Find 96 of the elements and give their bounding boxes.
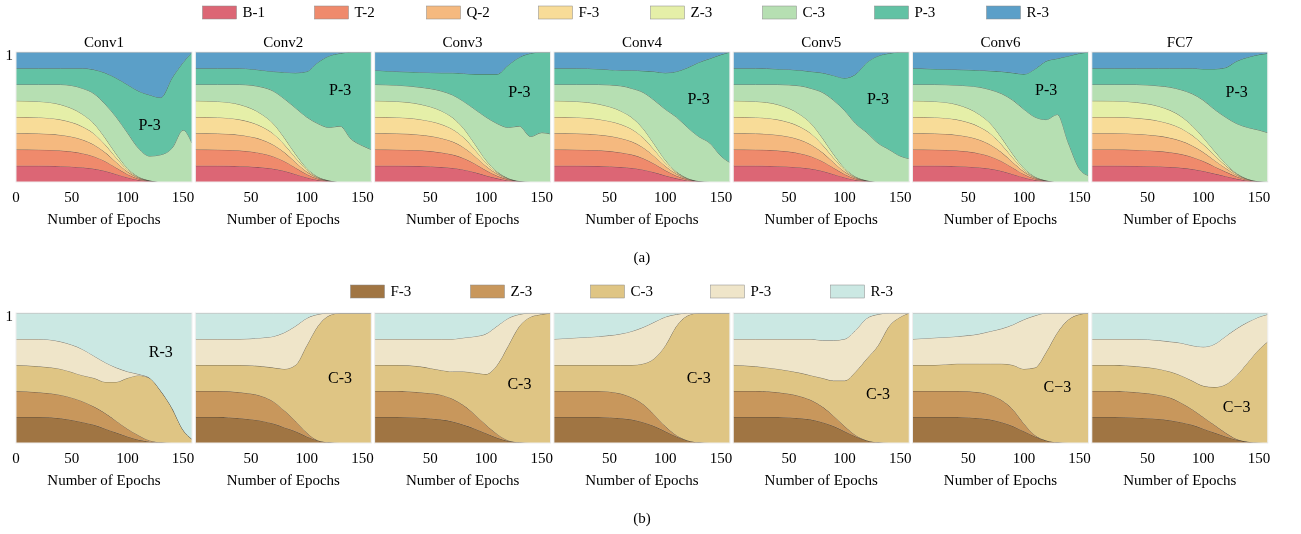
legend-label: F-3 (578, 4, 600, 20)
x-tick-label: 100 (295, 450, 318, 466)
legend-label: Q-2 (466, 4, 490, 20)
x-tick-label: 150 (889, 189, 912, 205)
text: (a) (633, 249, 651, 266)
text: (b) (633, 510, 651, 527)
x-axis-title: Number of Epochs (1123, 211, 1237, 227)
x-tick-label: 150 (171, 189, 195, 205)
legend-label: Z-3 (690, 4, 713, 20)
x-tick-label: 50 (960, 189, 976, 205)
x-tick-label: 50 (781, 450, 797, 466)
x-tick-label: 150 (1247, 450, 1271, 466)
x-tick-label: 100 (116, 450, 139, 466)
legend-label: B-1 (242, 4, 265, 20)
series-label: C−3 (1043, 378, 1072, 396)
x-tick-label: 150 (530, 189, 553, 205)
series-label: P-3 (1225, 83, 1248, 101)
x-tick-label: 100 (1012, 189, 1036, 205)
series-label: C-3 (328, 369, 353, 386)
legend-label: P-3 (750, 283, 772, 299)
x-tick-label: 50 (960, 450, 976, 466)
chart-title: Conv5 (801, 34, 842, 50)
x-tick-label: 50 (602, 450, 618, 466)
x-tick-label: 50 (243, 189, 259, 205)
x-axis-title: Number of Epochs (405, 211, 520, 227)
series-label: C−3 (1222, 398, 1251, 416)
chart-title: FC7 (1166, 34, 1194, 50)
x-axis-title: Number of Epochs (585, 211, 699, 227)
x-tick-label: 150 (1068, 189, 1091, 205)
series-label: R-3 (148, 343, 173, 360)
x-tick-label: 100 (1191, 189, 1215, 205)
series-label: P-3 (328, 80, 352, 98)
x-tick-label: 50 (602, 189, 618, 205)
x-axis-title: Number of Epochs (47, 472, 161, 488)
x-tick-label: 150 (351, 450, 374, 466)
x-axis-title: Number of Epochs (943, 472, 1058, 488)
x-tick-label: 150 (171, 450, 195, 466)
x-axis-title: Number of Epochs (1123, 472, 1237, 488)
x-tick-label: 50 (1140, 450, 1155, 466)
x-tick-label: 50 (1140, 189, 1155, 205)
x-tick-label: 150 (709, 450, 733, 466)
x-tick-label: 50 (64, 189, 80, 205)
text: R-3 (870, 283, 893, 299)
x-tick-label: 100 (654, 450, 677, 466)
series-label: P-3 (508, 82, 531, 100)
x-tick-label: 100 (1012, 450, 1036, 466)
text: P-3 (914, 4, 936, 20)
legend-label: C-3 (630, 283, 653, 299)
x-axis-title: Number of Epochs (764, 472, 879, 488)
x-tick-label: 100 (1191, 450, 1215, 466)
x-axis-title: Number of Epochs (585, 472, 699, 488)
x-tick-label: 100 (116, 189, 139, 205)
series-label: C-3 (686, 368, 711, 386)
x-tick-label: 100 (295, 189, 318, 205)
series-label: C-3 (507, 375, 532, 393)
x-tick-label: 150 (530, 450, 553, 466)
x-tick-label: 150 (351, 189, 374, 205)
x-axis-title: Number of Epochs (405, 472, 520, 488)
series-label: P-3 (866, 90, 890, 108)
text: 1 (5, 308, 13, 324)
x-tick-label: 100 (474, 450, 498, 466)
chart-title: Conv1 (83, 34, 125, 50)
x-tick-label: 0 (12, 189, 20, 205)
legend-label: F-3 (390, 283, 412, 299)
series-label: C-3 (866, 384, 891, 402)
chart-title: Conv6 (980, 34, 1021, 50)
text: 1 (5, 47, 13, 63)
x-tick-label: 100 (833, 189, 856, 205)
legend-label: C-3 (802, 4, 825, 20)
x-tick-label: 150 (1068, 450, 1091, 466)
x-axis-title: Number of Epochs (226, 211, 341, 227)
x-tick-label: 100 (654, 189, 677, 205)
x-tick-label: 50 (422, 189, 438, 205)
x-tick-label: 50 (243, 450, 259, 466)
x-tick-label: 50 (781, 189, 797, 205)
x-axis-title: Number of Epochs (226, 472, 341, 488)
series-label: P-3 (138, 116, 161, 134)
x-tick-label: 150 (1247, 189, 1271, 205)
x-tick-label: 50 (422, 450, 438, 466)
x-tick-label: 100 (474, 189, 498, 205)
series-label: P-3 (687, 90, 710, 108)
x-tick-label: 50 (64, 450, 80, 466)
x-tick-label: 0 (12, 450, 20, 466)
series-label: P-3 (1035, 81, 1058, 99)
x-tick-label: 150 (889, 450, 912, 466)
legend-label: T-2 (354, 4, 375, 20)
x-axis-title: Number of Epochs (943, 211, 1058, 227)
legend-label: R-3 (1026, 4, 1049, 20)
chart-title: Conv2 (263, 34, 304, 50)
chart-title: Conv3 (442, 34, 483, 50)
x-axis-title: Number of Epochs (47, 211, 161, 227)
x-tick-label: 100 (833, 450, 856, 466)
x-tick-label: 150 (709, 189, 733, 205)
legend-label: Z-3 (510, 283, 533, 299)
chart-title: Conv4 (621, 34, 663, 50)
x-axis-title: Number of Epochs (764, 211, 879, 227)
